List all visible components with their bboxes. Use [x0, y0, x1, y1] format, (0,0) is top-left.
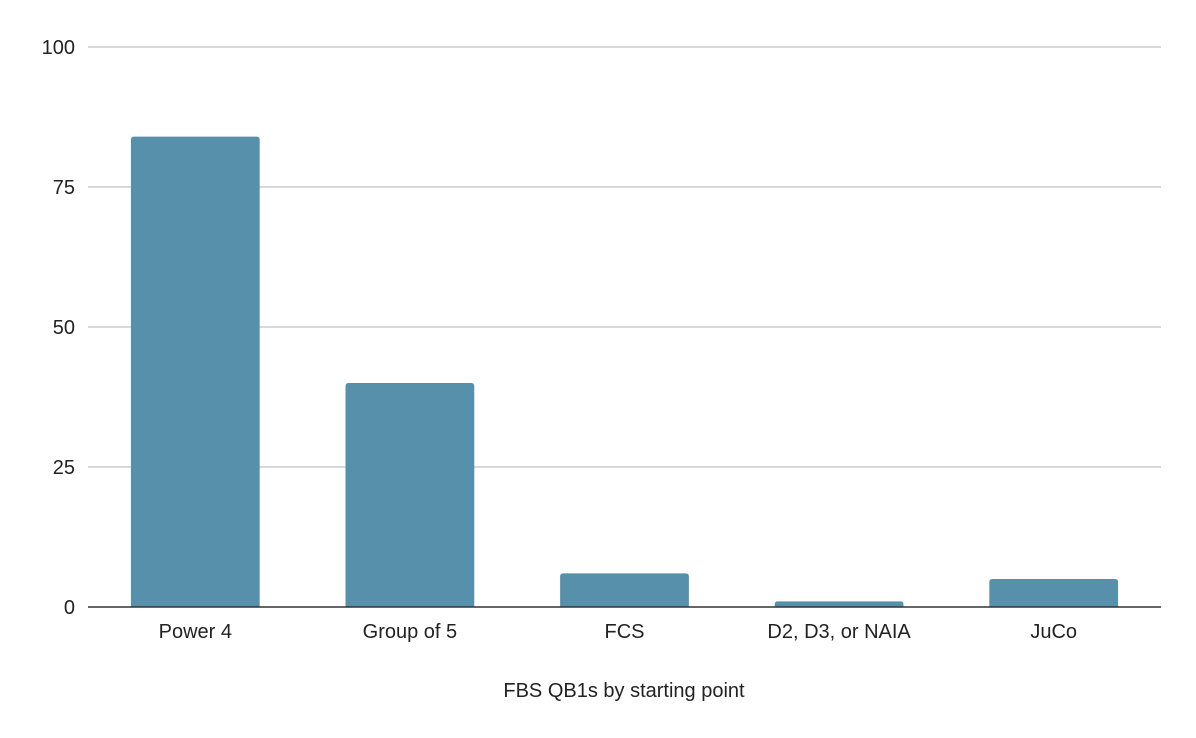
x-tick-label: Group of 5 — [363, 621, 458, 643]
gridlines — [88, 46, 1161, 468]
bar — [130, 136, 260, 607]
y-tick-label: 25 — [53, 457, 75, 479]
bar — [774, 601, 904, 607]
y-tick-label: 100 — [42, 37, 75, 59]
x-tick-label: D2, D3, or NAIA — [767, 621, 911, 643]
x-tick-label: JuCo — [1030, 621, 1077, 643]
y-tick-label: 50 — [53, 317, 75, 339]
x-tick-label: Power 4 — [159, 621, 232, 643]
bar — [345, 383, 475, 607]
y-tick-label: 0 — [64, 597, 75, 619]
x-tick-label: FCS — [605, 621, 645, 643]
y-tick-label: 75 — [53, 177, 75, 199]
y-axis-ticks: 0 25 50 75 100 — [42, 37, 75, 619]
x-axis-ticks: Power 4 Group of 5 FCS D2, D3, or NAIA JuCo — [159, 621, 1077, 643]
bar — [560, 573, 689, 607]
bars — [130, 136, 1119, 607]
bar — [989, 579, 1119, 607]
x-axis-title: FBS QB1s by starting point — [503, 680, 745, 702]
